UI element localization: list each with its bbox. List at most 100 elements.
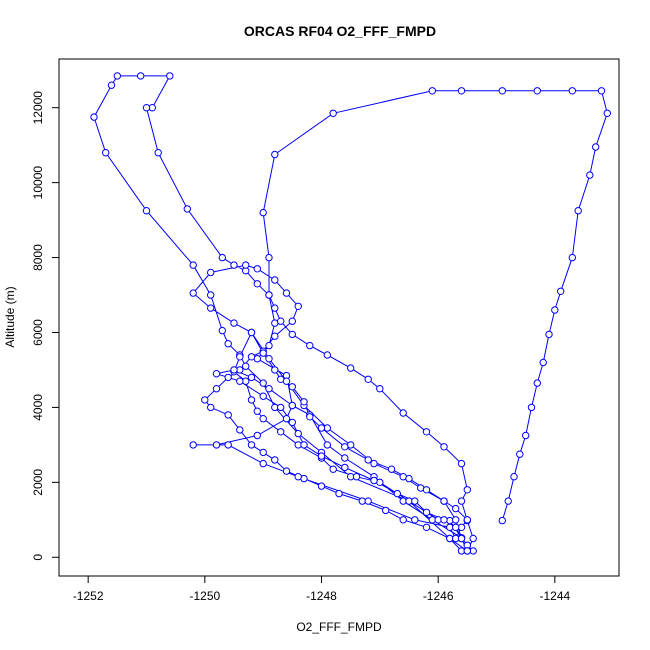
data-point (329, 465, 337, 473)
data-point (189, 261, 197, 269)
data-point (428, 87, 436, 95)
data-point (288, 401, 296, 410)
data-point (539, 358, 547, 367)
x-axis: -1252 -1250 -1248 -1246 -1244 (73, 576, 570, 603)
data-point (259, 392, 267, 400)
data-point (440, 516, 448, 524)
data-point (236, 426, 244, 434)
data-point (341, 454, 349, 462)
data-point (259, 208, 267, 217)
y-tick-label: 10000 (31, 166, 45, 200)
data-point (335, 489, 343, 498)
data-point (551, 306, 559, 314)
data-point (137, 72, 145, 80)
data-point (212, 441, 221, 449)
data-point (236, 353, 244, 361)
data-point (277, 428, 285, 436)
data-point (317, 424, 326, 432)
data-point (393, 489, 401, 498)
data-point (265, 355, 273, 363)
data-point (516, 450, 524, 458)
data-point (247, 353, 256, 361)
data-point (294, 429, 302, 438)
data-point (271, 304, 279, 312)
y-axis: 0 2000 4000 6000 8000 10000 12000 (31, 91, 59, 561)
data-point (422, 486, 431, 494)
data-point (107, 81, 116, 89)
data-point (498, 87, 506, 95)
data-point (592, 143, 600, 151)
data-point (387, 465, 396, 473)
data-point (440, 443, 448, 451)
data-point (282, 289, 291, 297)
data-point (463, 516, 471, 524)
data-point (341, 443, 349, 451)
data-point (323, 441, 331, 449)
data-point (463, 547, 471, 555)
data-point (288, 330, 296, 339)
data-point (597, 87, 606, 95)
x-tick-label: -1250 (189, 589, 220, 603)
data-point (364, 497, 372, 505)
data-point (422, 428, 431, 436)
data-point (212, 385, 221, 393)
data-point (568, 87, 576, 95)
data-point (253, 431, 261, 440)
data-point (271, 366, 279, 374)
data-point (306, 413, 314, 421)
data-point (277, 375, 285, 383)
data-point (218, 326, 227, 335)
data-point (277, 403, 285, 412)
data-point (189, 289, 197, 297)
data-point (440, 497, 448, 505)
data-point (230, 261, 238, 269)
data-point (557, 287, 565, 295)
data-point (288, 317, 296, 325)
data-point (457, 497, 466, 505)
data-point (533, 87, 541, 95)
data-point (242, 261, 250, 269)
data-point (341, 463, 349, 472)
data-point (294, 302, 302, 310)
data-point (154, 149, 162, 157)
data-point (364, 375, 372, 383)
data-point (288, 383, 296, 391)
data-point (224, 441, 232, 449)
data-point (469, 534, 477, 543)
data-point (452, 516, 460, 524)
data-point (399, 516, 407, 524)
data-point (452, 504, 460, 513)
y-tick-label: 12000 (31, 91, 45, 125)
data-point (212, 370, 221, 378)
data-point (265, 385, 273, 393)
data-point (277, 317, 285, 325)
data-point (253, 265, 261, 273)
data-point (317, 452, 326, 460)
data-point (113, 72, 122, 80)
data-point (586, 171, 594, 179)
data-point (399, 409, 407, 417)
data-point (259, 379, 267, 387)
data-point (294, 473, 302, 481)
data-point (207, 268, 215, 277)
data-point (300, 441, 308, 449)
chart-title: ORCAS RF04 O2_FFF_FMPD (244, 23, 436, 39)
data-point (265, 253, 273, 262)
data-point (253, 280, 261, 288)
data-point (207, 304, 215, 312)
data-point (265, 291, 273, 299)
plot-frame (58, 58, 620, 577)
data-point (527, 403, 536, 412)
y-tick-label: 4000 (31, 394, 45, 421)
x-tick-label: -1252 (73, 589, 104, 603)
data-point (142, 207, 151, 215)
data-point (230, 319, 238, 327)
data-point (247, 441, 256, 449)
data-point (300, 398, 308, 406)
data-point (271, 150, 279, 159)
data-point (271, 332, 279, 340)
data-point (504, 497, 512, 505)
data-point (452, 523, 460, 531)
data-point (253, 407, 261, 415)
